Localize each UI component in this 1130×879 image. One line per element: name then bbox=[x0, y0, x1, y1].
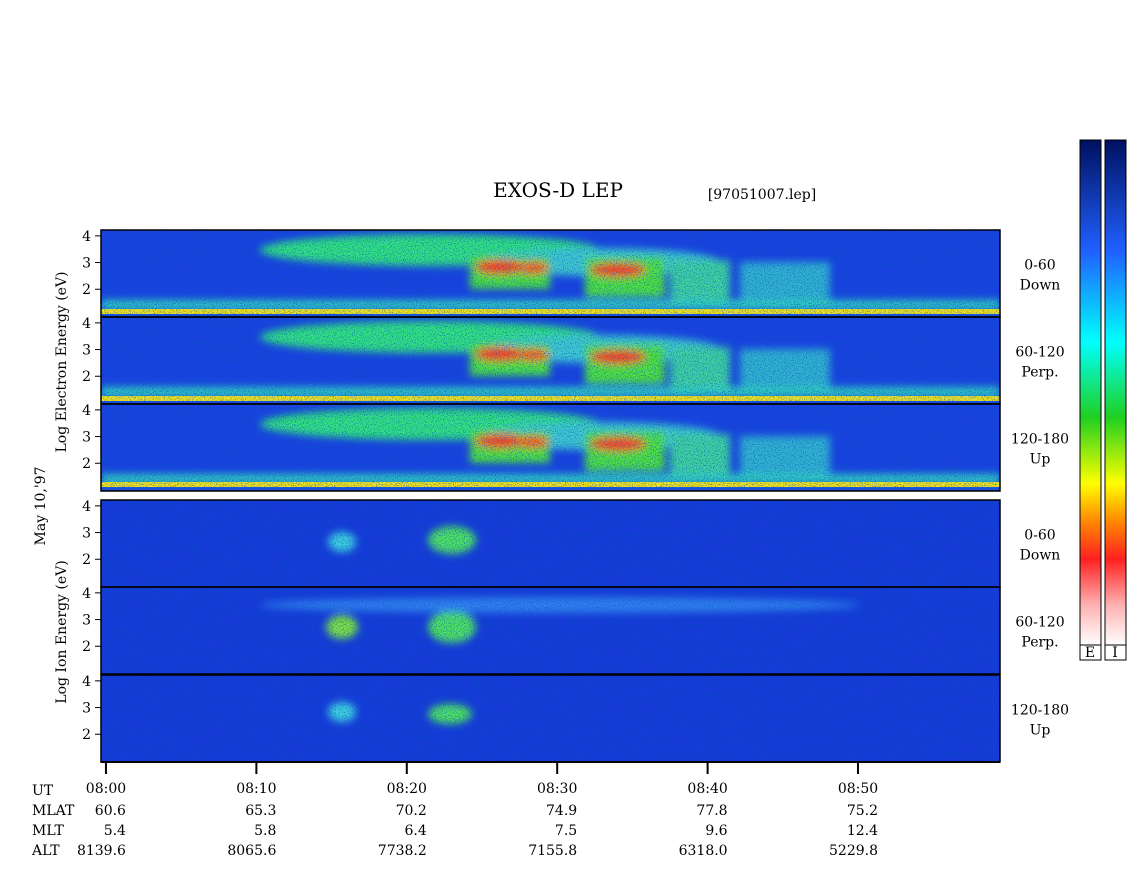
y-tick-label: 3 bbox=[82, 343, 91, 359]
colorbar-label: E bbox=[1085, 645, 1095, 661]
y-tick-label: 3 bbox=[82, 701, 91, 717]
x-tick-label: 08:30 bbox=[537, 781, 577, 797]
panel-angle: 120-180 bbox=[1011, 432, 1069, 448]
ephemeris-value: 7.5 bbox=[555, 823, 577, 839]
x-tick-label: 08:20 bbox=[387, 781, 427, 797]
date-label: May 10,'97 bbox=[33, 467, 49, 546]
panel-direction: Perp. bbox=[1021, 365, 1058, 381]
panel-angle: 60-120 bbox=[1015, 345, 1064, 361]
colorbar-label-box bbox=[1079, 644, 1102, 661]
panel-frame bbox=[100, 403, 1001, 492]
ion-spectrogram bbox=[101, 500, 1000, 762]
ephemeris-value: 65.3 bbox=[245, 803, 276, 819]
panel-direction: Down bbox=[1020, 548, 1061, 564]
ephemeris-value: 8065.6 bbox=[227, 843, 276, 859]
ephemeris-value: 8139.6 bbox=[77, 843, 126, 859]
x-tick-label: 08:40 bbox=[687, 781, 727, 797]
panel-angle: 0-60 bbox=[1024, 258, 1055, 274]
panel-frame bbox=[100, 586, 1001, 675]
chart-subtitle: [97051007.lep] bbox=[708, 187, 816, 203]
panel-direction: Perp. bbox=[1021, 635, 1058, 651]
y-tick-label: 3 bbox=[82, 430, 91, 446]
x-tick-label: 08:00 bbox=[86, 781, 126, 797]
colorbar-e bbox=[1079, 139, 1102, 646]
panel-frame bbox=[100, 674, 1001, 763]
y-tick-label: 4 bbox=[82, 403, 91, 419]
ephemeris-value: 7155.8 bbox=[528, 843, 577, 859]
y-tick-label: 4 bbox=[82, 229, 91, 245]
ephemeris-value: 77.8 bbox=[696, 803, 727, 819]
ephemeris-name: MLAT bbox=[32, 803, 75, 819]
x-tick-label: 08:10 bbox=[236, 781, 276, 797]
panel-direction: Down bbox=[1020, 278, 1061, 294]
ephemeris-value: 9.6 bbox=[705, 823, 727, 839]
ephemeris-name: UT bbox=[32, 783, 54, 799]
ephemeris-value: 12.4 bbox=[847, 823, 878, 839]
panel-angle: 120-180 bbox=[1011, 703, 1069, 719]
ephemeris-value: 7738.2 bbox=[378, 843, 427, 859]
ephemeris-name: MLT bbox=[32, 823, 64, 839]
y-tick-label: 3 bbox=[82, 256, 91, 272]
panel-angle: 0-60 bbox=[1024, 528, 1055, 544]
y-tick-label: 2 bbox=[82, 456, 91, 472]
y-tick-label: 4 bbox=[82, 499, 91, 515]
colorbar-i bbox=[1104, 139, 1127, 646]
panel-direction: Up bbox=[1030, 723, 1051, 739]
y-tick-label: 4 bbox=[82, 316, 91, 332]
electron-spectrogram bbox=[101, 230, 1000, 491]
colorbar-label-box bbox=[1104, 644, 1127, 661]
y-tick-label: 2 bbox=[82, 727, 91, 743]
y-tick-label: 4 bbox=[82, 674, 91, 690]
ephemeris-value: 5.4 bbox=[104, 823, 126, 839]
y-tick-label: 2 bbox=[82, 282, 91, 298]
colorbar-label: I bbox=[1112, 645, 1118, 661]
x-tick-label: 08:50 bbox=[838, 781, 878, 797]
ephemeris-value: 6.4 bbox=[405, 823, 427, 839]
y-tick-label: 2 bbox=[82, 369, 91, 385]
y-tick-label: 2 bbox=[82, 639, 91, 655]
y-tick-label: 3 bbox=[82, 613, 91, 629]
ephemeris-value: 6318.0 bbox=[679, 843, 728, 859]
ephemeris-value: 74.9 bbox=[546, 803, 577, 819]
chart-title: EXOS-D LEP bbox=[493, 178, 623, 202]
ephemeris-name: ALT bbox=[31, 843, 60, 859]
y-tick-label: 3 bbox=[82, 526, 91, 542]
ephemeris-value: 75.2 bbox=[847, 803, 878, 819]
ephemeris-value: 60.6 bbox=[95, 803, 126, 819]
ephemeris-value: 5229.8 bbox=[829, 843, 878, 859]
y-axis-label: Log Ion Energy (eV) bbox=[54, 560, 70, 703]
y-tick-label: 2 bbox=[82, 552, 91, 568]
y-tick-label: 4 bbox=[82, 586, 91, 602]
panel-direction: Up bbox=[1030, 452, 1051, 468]
y-axis-label: Log Electron Energy (eV) bbox=[54, 271, 70, 452]
panel-angle: 60-120 bbox=[1015, 615, 1064, 631]
ephemeris-value: 5.8 bbox=[254, 823, 276, 839]
ephemeris-value: 70.2 bbox=[396, 803, 427, 819]
